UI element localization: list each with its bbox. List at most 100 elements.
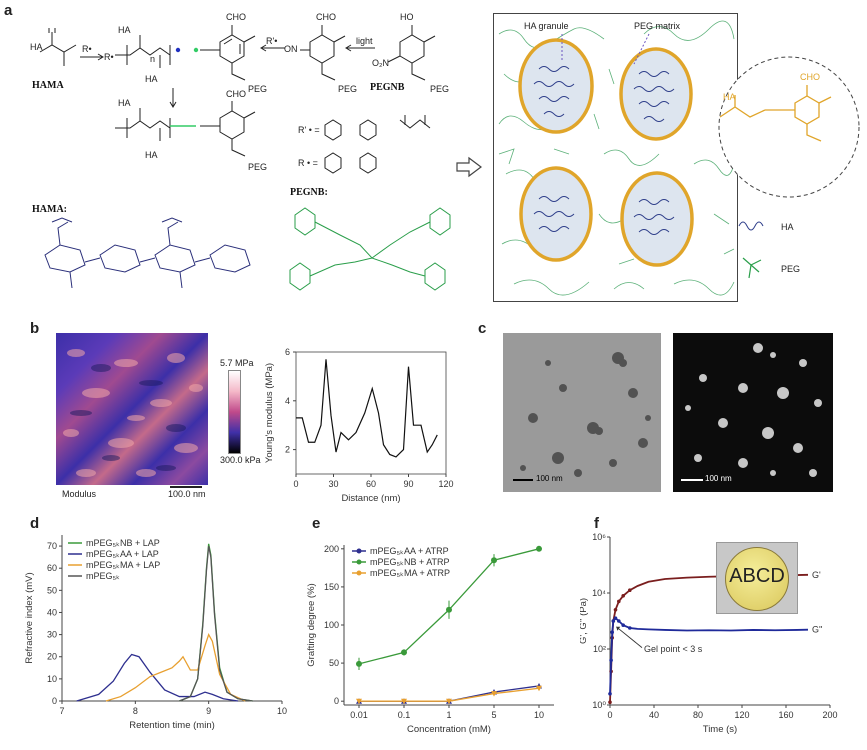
chart-e-point bbox=[401, 698, 407, 705]
zoom-circle: HA CHO bbox=[718, 56, 860, 198]
chart-f-series-label: G'' bbox=[812, 625, 823, 635]
chart-f-xtick-label: 40 bbox=[649, 710, 659, 720]
chart-e-point bbox=[356, 698, 362, 705]
zoom-ha-label: HA bbox=[723, 92, 736, 102]
scalebar-c-left bbox=[513, 479, 533, 481]
colorbar-max-label: 5.7 MPa bbox=[220, 358, 254, 368]
chart-f-ytick-label: 10² bbox=[593, 644, 606, 654]
chart-b-ytick-label: 2 bbox=[285, 445, 290, 455]
chart-e-xtick-label: 10 bbox=[534, 710, 544, 720]
chart-e-ytick-label: 50 bbox=[329, 658, 339, 668]
ha-legend-icon bbox=[738, 221, 764, 231]
chart-f-point bbox=[621, 623, 625, 627]
chart-f-ylabel: G', G'' (Pa) bbox=[580, 598, 589, 644]
chart-e-point bbox=[491, 557, 497, 564]
ho-label-pegnb: HO bbox=[400, 12, 414, 22]
modulus-label: Modulus bbox=[62, 489, 97, 499]
colorbar-min-label: 300.0 kPa bbox=[220, 455, 261, 465]
chart-e-ytick-label: 100 bbox=[324, 620, 339, 630]
zoom-cho-label: CHO bbox=[800, 72, 820, 82]
panel-letter-f: f bbox=[594, 515, 599, 532]
chart-f-point bbox=[617, 619, 621, 623]
chart-f-series-1 bbox=[609, 616, 809, 694]
chart-b-ytick-label: 4 bbox=[285, 396, 290, 406]
gel-point-arrow bbox=[616, 626, 643, 648]
panel-letter-c: c bbox=[478, 320, 487, 337]
chart-d-ytick-label: 0 bbox=[52, 696, 57, 706]
chart-d-ytick-label: 20 bbox=[47, 652, 57, 662]
chart-e-point bbox=[491, 691, 497, 697]
chart-f-point bbox=[608, 692, 612, 696]
pegnb-structure bbox=[289, 207, 451, 291]
chart-f-xtick-label: 200 bbox=[822, 710, 837, 720]
ha-granule-label: HA granule bbox=[524, 21, 569, 31]
inset-text: ABCD bbox=[729, 565, 785, 587]
transition-arrow bbox=[456, 156, 482, 178]
chart-e-point bbox=[536, 545, 542, 552]
chart-e-point bbox=[356, 660, 362, 667]
chart-e-point bbox=[446, 698, 452, 705]
no2-label: O₂N bbox=[372, 58, 389, 68]
chart-f-series-label: G' bbox=[812, 570, 821, 580]
ha-label-1: HA bbox=[118, 25, 131, 35]
chart-e-legend-label: mPEG₅ₖAA + ATRP bbox=[370, 546, 449, 556]
gel-disc bbox=[725, 547, 789, 611]
chart-b-xtick-label: 30 bbox=[328, 479, 338, 489]
peg-matrix-label: PEG matrix bbox=[634, 21, 681, 31]
tem-image-left: 100 nm bbox=[503, 333, 661, 492]
hama-title: HAMA bbox=[32, 80, 64, 91]
chart-d-xtick-label: 7 bbox=[59, 706, 64, 716]
chart-e-point bbox=[536, 685, 542, 692]
chart-d-legend-label: mPEG₅ₖMA + LAP bbox=[86, 560, 160, 570]
panel-letter-b: b bbox=[30, 320, 40, 337]
chart-e-legend-label: mPEG₅ₖNB + ATRP bbox=[370, 557, 450, 567]
chart-f-xtick-label: 160 bbox=[778, 710, 793, 720]
chart-b-xtick-label: 120 bbox=[438, 479, 453, 489]
chart-d-ytick-label: 70 bbox=[47, 541, 57, 551]
chart-e-xtick-label: 0.01 bbox=[350, 710, 368, 720]
chart-d-legend-label: mPEG₅ₖNB + LAP bbox=[86, 538, 160, 548]
pegnb-structure-title: PEGNB: bbox=[290, 187, 328, 198]
legend-ha-label: HA bbox=[781, 222, 794, 232]
panel-letter-d: d bbox=[30, 515, 40, 532]
cho-label-1: CHO bbox=[226, 12, 246, 22]
hama-structure-title: HAMA: bbox=[32, 204, 67, 215]
chart-b: 0 30 60 90 120 2 4 6 Distance (nm) Young's modulu… bbox=[264, 347, 454, 504]
chart-e-xlabel: Concentration (mM) bbox=[407, 724, 491, 735]
hama-structure bbox=[44, 217, 251, 289]
chart-f-point bbox=[611, 619, 616, 623]
panel-letter-a: a bbox=[4, 2, 13, 19]
chart-f-point bbox=[613, 616, 618, 620]
chart-e-legend-marker bbox=[356, 548, 362, 554]
chart-d-ylabel: Refractive index (mV) bbox=[24, 572, 35, 663]
chart-b-xtick-label: 90 bbox=[403, 479, 413, 489]
chart-f-ytick-label: 10⁰ bbox=[592, 700, 606, 710]
scalebar-b bbox=[170, 486, 202, 488]
ha-label-4: HA bbox=[145, 150, 158, 160]
radical-label-1: R• bbox=[82, 44, 92, 54]
chart-f-ytick-label: 10⁴ bbox=[592, 588, 606, 598]
chart-e-xtick-label: 0.1 bbox=[398, 710, 411, 720]
schematic-legend: HA PEG bbox=[738, 221, 800, 279]
panel-letter-e: e bbox=[312, 515, 321, 532]
chart-d-series-1 bbox=[76, 653, 239, 702]
cho-label-3: CHO bbox=[226, 89, 246, 99]
chart-e-point bbox=[401, 649, 407, 656]
ha-label-3: HA bbox=[118, 98, 131, 108]
chart-b-ytick-label: 6 bbox=[285, 347, 290, 357]
hydrogel-schematic: HA granule PEG matrix bbox=[493, 13, 738, 302]
reaction-scheme: HA R• R• HA HA n CHO PEG R'• ON CHO PEG … bbox=[30, 12, 451, 291]
chart-d-ytick-label: 10 bbox=[47, 674, 57, 684]
chart-d-xtick-label: 8 bbox=[133, 706, 138, 716]
chart-f-xtick-label: 80 bbox=[693, 710, 703, 720]
chart-e-ylabel: Grafting degree (%) bbox=[306, 583, 317, 666]
ha-label-2: HA bbox=[145, 74, 158, 84]
chart-d-series-2 bbox=[105, 632, 246, 702]
chart-f-xtick-label: 120 bbox=[734, 710, 749, 720]
chart-e-legend-marker bbox=[356, 570, 362, 576]
chart-f-point bbox=[608, 700, 612, 704]
r-eq-label: R • = bbox=[298, 158, 318, 168]
peg-legend-icon bbox=[742, 257, 762, 279]
n-label-1: n bbox=[150, 54, 155, 64]
